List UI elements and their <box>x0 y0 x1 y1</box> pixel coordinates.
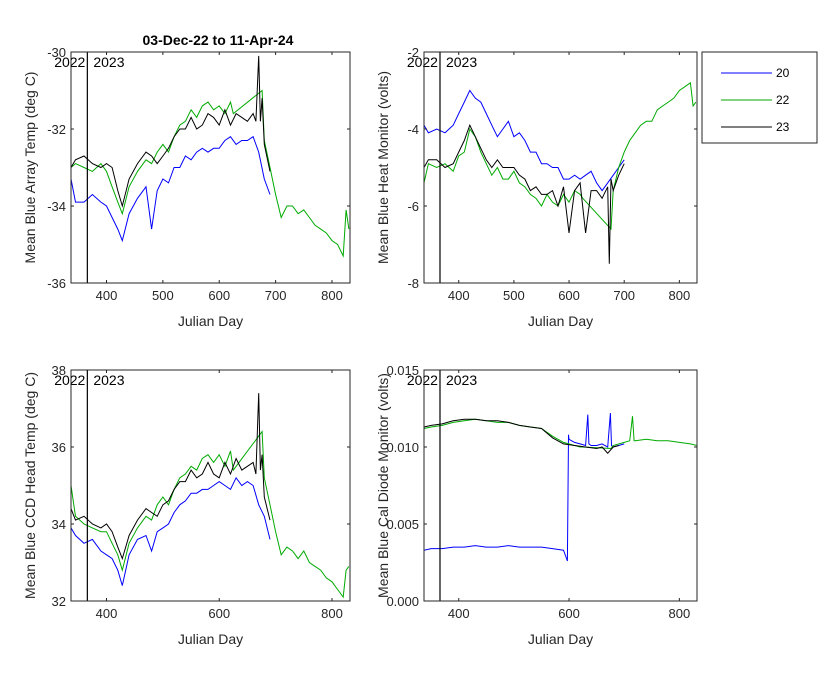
series-line-20 <box>71 135 271 243</box>
y-tick-label: 34 <box>52 517 66 532</box>
x-axis-label: Julian Day <box>178 631 243 647</box>
y-tick-label: 32 <box>52 594 66 609</box>
year-label-right: 2023 <box>446 372 477 388</box>
series-line-22 <box>71 89 350 258</box>
y-axis-label: Mean Blue Cal Diode Monitor (volts) <box>375 373 391 598</box>
y-tick-label: 36 <box>52 440 66 455</box>
x-tick-label: 700 <box>613 288 635 303</box>
year-label-left: 2022 <box>407 54 438 70</box>
x-tick-label: 800 <box>321 288 343 303</box>
series-line-20 <box>71 476 271 586</box>
year-label-left: 2022 <box>54 372 85 388</box>
y-tick-label: -30 <box>47 45 66 60</box>
x-axis-label: Julian Day <box>528 313 593 329</box>
y-tick-label: -32 <box>47 122 66 137</box>
axes-cal_diode: 2022 2023 400 600 800 0.000 0.005 0.010 0.015 Jul… <box>375 363 698 647</box>
y-axis-label: Mean Blue Array Temp (deg C) <box>22 72 38 264</box>
series-line-23 <box>424 418 619 454</box>
axes-heat_monitor: 2022 2023 400 500 600 700 800 -8 -6 -4 -2 Julian Da… <box>375 45 698 329</box>
y-tick-label: -36 <box>47 276 66 291</box>
y-tick-label: -6 <box>407 199 419 214</box>
y-axis-label: Mean Blue Heat Monitor (volts) <box>375 71 391 264</box>
y-tick-label: 38 <box>52 363 66 378</box>
y-tick-label: -4 <box>407 122 419 137</box>
y-axis-label: Mean Blue CCD Head Temp (deg C) <box>22 372 38 599</box>
axes-frame <box>423 51 698 284</box>
axes-frame <box>423 369 698 602</box>
year-label-left: 2022 <box>407 372 438 388</box>
legend: 20 22 23 <box>701 51 818 144</box>
series-line-23 <box>71 55 271 208</box>
series-line-23 <box>424 123 625 264</box>
x-tick-label: 800 <box>668 606 690 621</box>
x-tick-label: 500 <box>503 288 525 303</box>
x-tick-label: 600 <box>208 288 230 303</box>
x-tick-label: 800 <box>321 606 343 621</box>
y-tick-label: 0.005 <box>386 517 419 532</box>
x-tick-label: 400 <box>448 288 470 303</box>
year-label-right: 2023 <box>446 54 477 70</box>
x-tick-label: 600 <box>558 606 580 621</box>
x-tick-label: 700 <box>265 288 287 303</box>
y-tick-label: -2 <box>407 45 419 60</box>
x-tick-label: 400 <box>96 288 118 303</box>
legend-label-22: 22 <box>776 93 790 107</box>
year-label-left: 2022 <box>54 54 85 70</box>
year-label-right: 2023 <box>93 372 124 388</box>
figure-title: 03-Dec-22 to 11-Apr-24 <box>143 32 294 48</box>
series-line-20 <box>424 89 625 192</box>
x-axis-label: Julian Day <box>528 631 593 647</box>
y-tick-label: -34 <box>47 199 66 214</box>
y-tick-label: 0.015 <box>386 363 419 378</box>
axes-array_temp: 2022 2023 400 500 600 700 800 -36 -34 -32 -30 Julia… <box>22 45 351 329</box>
x-tick-label: 600 <box>208 606 230 621</box>
axes-layer: 2022 2023 400 500 600 700 800 -36 -34 -32 -30 Julia… <box>22 45 698 647</box>
axes-frame <box>70 369 351 602</box>
x-tick-label: 600 <box>558 288 580 303</box>
series-line-23 <box>71 393 271 561</box>
y-tick-label: 0.000 <box>386 594 419 609</box>
y-tick-label: -8 <box>407 276 419 291</box>
x-axis-label: Julian Day <box>178 313 243 329</box>
series-line-20 <box>424 413 625 562</box>
y-tick-label: 0.010 <box>386 440 419 455</box>
x-tick-label: 400 <box>96 606 118 621</box>
year-label-right: 2023 <box>93 54 124 70</box>
legend-label-23: 23 <box>776 120 790 134</box>
legend-box <box>701 51 818 144</box>
axes-frame <box>70 51 351 284</box>
series-line-22 <box>71 430 350 599</box>
axes-ccd_head_temp: 2022 2023 400 600 800 32 34 36 38 Julian Day Mean … <box>22 363 351 647</box>
x-tick-label: 800 <box>668 288 690 303</box>
x-tick-label: 500 <box>152 288 174 303</box>
legend-label-20: 20 <box>776 66 790 80</box>
x-tick-label: 400 <box>448 606 470 621</box>
